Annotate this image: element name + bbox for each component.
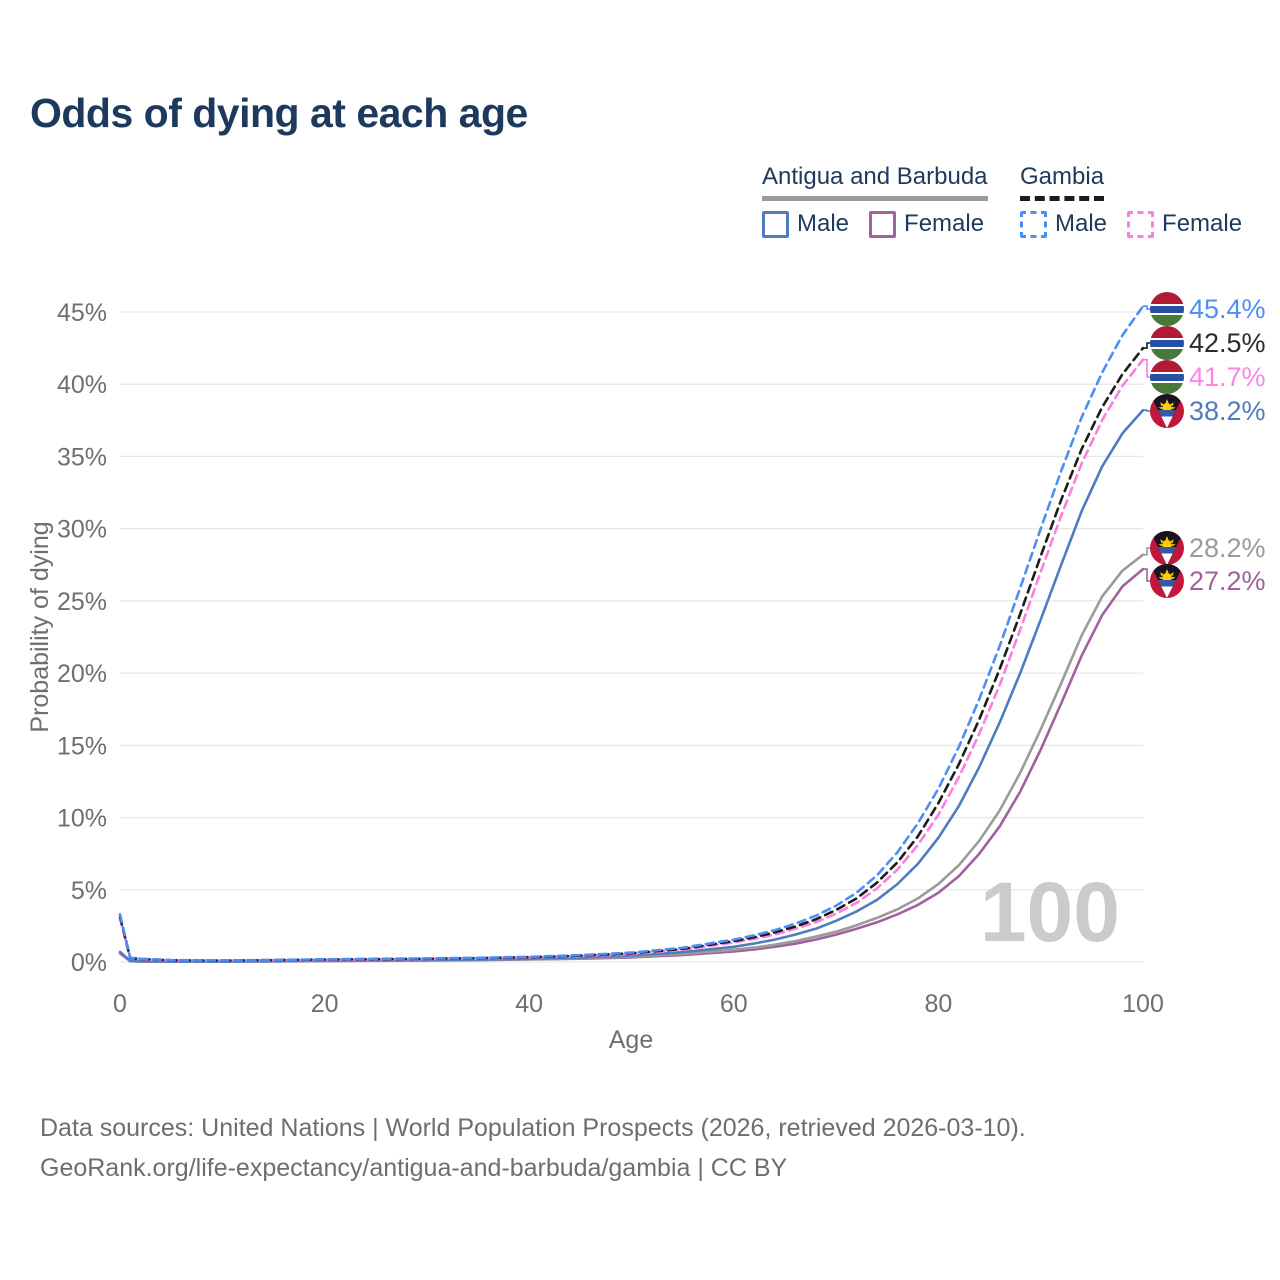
y-tick-label-5: 5%: [71, 877, 107, 905]
end-label-antigua-female: 27.2%: [1189, 566, 1266, 596]
legend-label-antigua-male: Male: [797, 210, 850, 237]
legend-group-gambia: Gambia Male Female: [1020, 163, 1242, 238]
x-axis-title: Age: [609, 1026, 653, 1054]
connector-antigua-male: [1143, 409, 1151, 412]
x-tick-label-40: 40: [515, 990, 543, 1018]
legend-label-gambia-female: Female: [1162, 210, 1243, 237]
y-tick-label-0: 0%: [71, 949, 107, 977]
hover-age-watermark: 100: [980, 865, 1120, 959]
y-tick-label-20: 20%: [57, 660, 107, 688]
end-label-flags: [1150, 292, 1184, 598]
antigua-flag-icon: [1150, 394, 1184, 428]
connector-antigua-total: [1143, 547, 1151, 556]
gambia-female-swatch-icon: [1127, 210, 1155, 238]
series-line-gambia-male: [118, 304, 1145, 962]
legend-row-gambia: Male Female: [1020, 210, 1242, 238]
end-label-antigua-total: 28.2%: [1189, 533, 1266, 563]
connector-gambia-male: [1143, 305, 1151, 310]
y-axis-title: Probability of dying: [26, 521, 54, 732]
antigua-flag-icon: [1150, 531, 1184, 565]
legend-country-gambia[interactable]: Gambia: [1020, 163, 1105, 201]
connector-antigua-female: [1143, 568, 1151, 582]
x-axis-tick-labels: 0 20 40 60 80 100: [113, 990, 1164, 1018]
y-tick-label-15: 15%: [57, 732, 107, 760]
end-label-gambia-male: 45.4%: [1189, 294, 1266, 324]
legend-item-gambia-female[interactable]: Female: [1127, 210, 1242, 238]
y-tick-label-25: 25%: [57, 588, 107, 616]
end-value-labels: 45.4% 42.5% 41.7% 38.2% 28.2%27.2%: [1189, 294, 1266, 596]
y-tick-label-40: 40%: [57, 371, 107, 399]
antigua-female-swatch-icon: [869, 210, 897, 238]
x-tick-label-60: 60: [720, 990, 748, 1018]
y-tick-label-30: 30%: [57, 516, 107, 544]
connector-gambia-total: [1143, 342, 1151, 349]
legend-label-gambia-male: Male: [1055, 210, 1108, 237]
x-tick-label-0: 0: [113, 990, 127, 1018]
footer-sources: Data sources: United Nations | World Pop…: [40, 1114, 1026, 1142]
end-label-gambia-female: 41.7%: [1189, 362, 1266, 392]
x-tick-label-20: 20: [311, 990, 339, 1018]
legend-country-antigua[interactable]: Antigua and Barbuda: [762, 163, 988, 201]
gambia-male-swatch-icon: [1020, 210, 1047, 238]
legend-item-gambia-male[interactable]: Male: [1020, 210, 1107, 238]
x-tick-label-80: 80: [924, 990, 952, 1018]
gambia-flag-icon: [1150, 292, 1184, 326]
series-lines: [118, 304, 1145, 963]
footer-attribution: GeoRank.org/life-expectancy/antigua-and-…: [40, 1154, 788, 1182]
label-connectors: [1143, 305, 1151, 582]
end-label-antigua-male: 38.2%: [1189, 396, 1266, 426]
legend-label-antigua-female: Female: [904, 210, 985, 237]
y-tick-label-10: 10%: [57, 805, 107, 833]
y-tick-label-35: 35%: [57, 443, 107, 471]
legend-row-antigua: Male Female: [762, 210, 988, 238]
y-tick-label-45: 45%: [57, 299, 107, 327]
gambia-flag-icon: [1150, 326, 1184, 360]
connector-gambia-female: [1143, 358, 1151, 378]
page-title: Odds of dying at each age: [30, 90, 528, 136]
legend-item-antigua-female[interactable]: Female: [869, 210, 984, 238]
y-axis-tick-labels: 0% 5% 10% 15% 20% 25% 30% 35% 40% 45%: [57, 299, 107, 977]
footer: Data sources: United Nations | World Pop…: [40, 1108, 1026, 1188]
gambia-flag-icon: [1150, 360, 1184, 394]
antigua-male-swatch-icon: [762, 210, 789, 238]
end-label-gambia-total: 42.5%: [1189, 328, 1266, 358]
legend-item-antigua-male[interactable]: Male: [762, 210, 849, 238]
legend-group-antigua: Antigua and Barbuda Male Female: [762, 163, 988, 238]
antigua-flag-icon: [1150, 564, 1184, 598]
x-tick-label-100: 100: [1122, 990, 1164, 1018]
